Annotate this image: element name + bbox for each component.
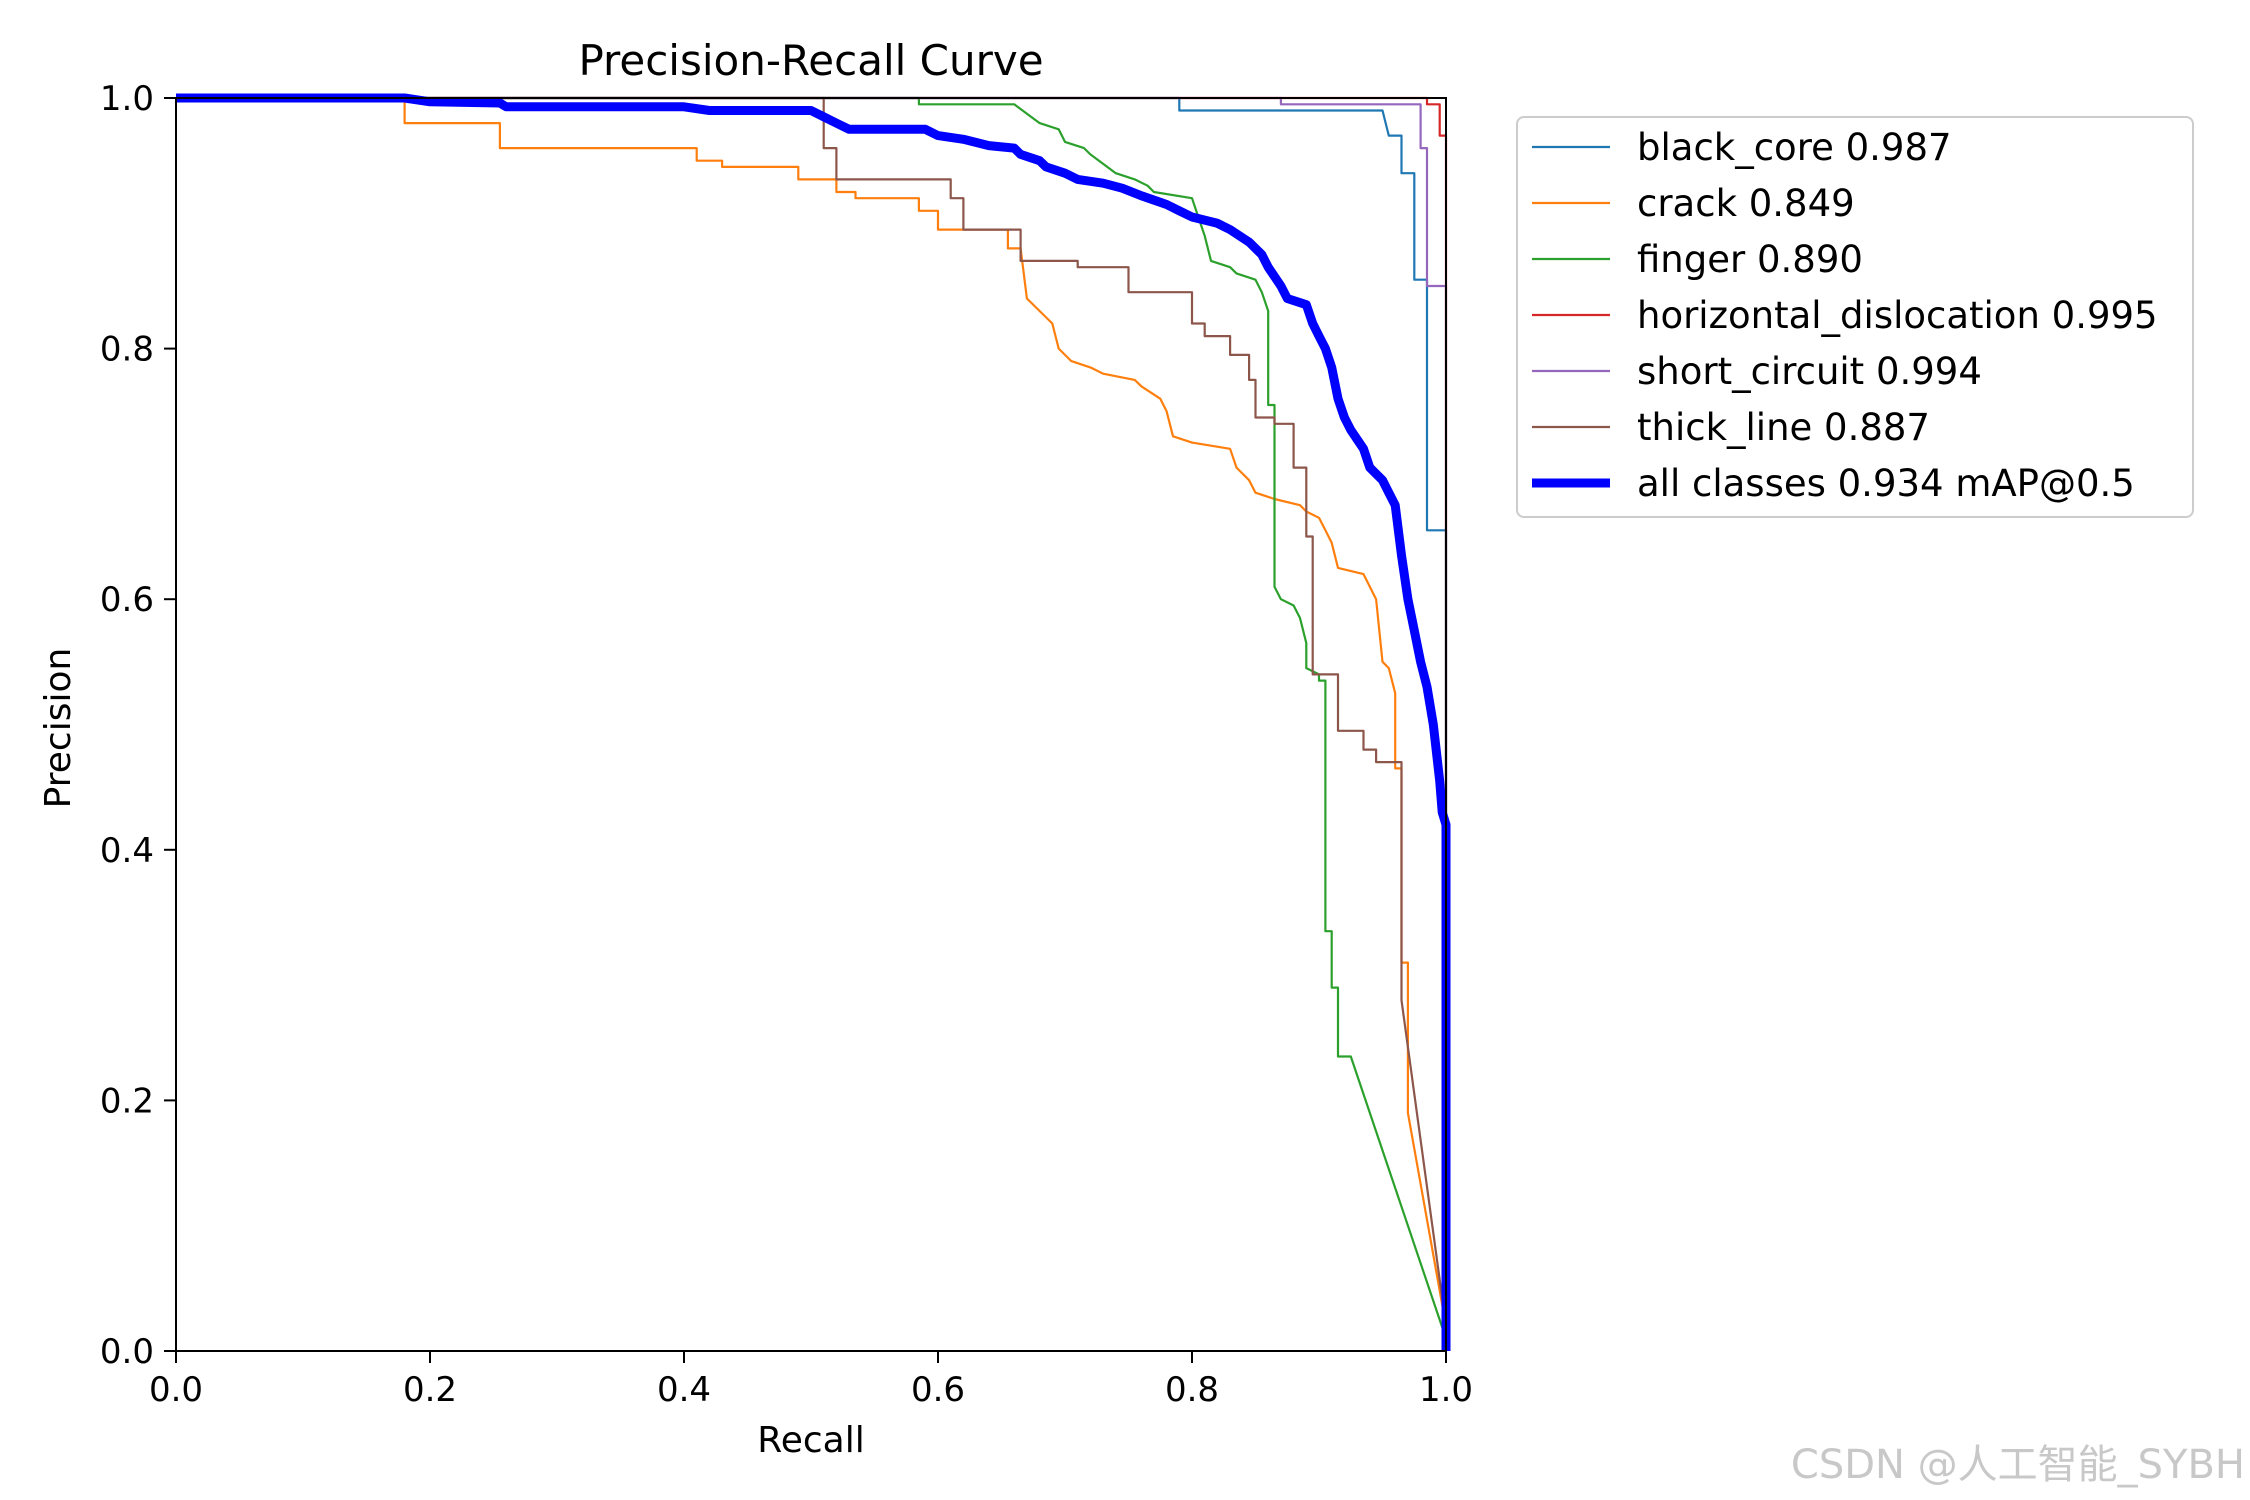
legend-label-4: short_circuit 0.994	[1637, 350, 1982, 393]
x-tick-label: 0.6	[911, 1370, 965, 1410]
x-tick-label: 0.0	[149, 1370, 203, 1410]
legend-label-2: finger 0.890	[1637, 238, 1863, 281]
series-line-3	[176, 96, 1448, 1351]
x-axis-label: Recall	[757, 1420, 864, 1461]
x-tick-label: 0.2	[403, 1370, 457, 1410]
legend-label-1: crack 0.849	[1637, 182, 1855, 225]
series-line-0	[176, 96, 1448, 1351]
x-tick-label: 1.0	[1419, 1370, 1473, 1410]
legend-label-0: black_core 0.987	[1637, 126, 1952, 169]
series-line-2	[176, 96, 1448, 1339]
x-tick-label: 0.4	[657, 1370, 711, 1410]
y-tick-label: 0.0	[100, 1332, 154, 1372]
y-tick-label: 0.2	[100, 1081, 154, 1121]
y-tick-label: 0.4	[100, 831, 154, 871]
series-line-1	[176, 96, 1448, 1327]
y-tick-label: 1.0	[100, 79, 154, 119]
series-line-4	[176, 96, 1448, 1351]
plot-frame	[175, 97, 1447, 1352]
plot-lines	[176, 93, 1451, 1351]
legend-label-6: all classes 0.934 mAP@0.5	[1637, 462, 2135, 505]
chart-title: Precision-Recall Curve	[578, 36, 1043, 85]
legend-items: black_core 0.987 crack 0.849 finger 0.890 h…	[1532, 126, 2158, 505]
series-line-6	[176, 93, 1451, 1351]
series-line-5	[176, 96, 1448, 1327]
y-tick-label: 0.8	[100, 330, 154, 370]
watermark: CSDN @人工智能_SYBH	[1791, 1442, 2245, 1488]
y-tick-label: 0.6	[100, 580, 154, 620]
legend-label-3: horizontal_dislocation 0.995	[1637, 294, 2158, 337]
y-axis-label: Precision	[38, 648, 79, 809]
y-axis: 0.0 0.2 0.4 0.6 0.8 1.0	[100, 79, 176, 1372]
legend-box	[1516, 116, 2194, 518]
x-axis: 0.0 0.2 0.4 0.6 0.8 1.0	[149, 1351, 1473, 1410]
legend-label-5: thick_line 0.887	[1637, 406, 1930, 449]
x-tick-label: 0.8	[1165, 1370, 1219, 1410]
legend: black_core 0.987 crack 0.849 finger 0.890 h…	[1516, 116, 2194, 518]
